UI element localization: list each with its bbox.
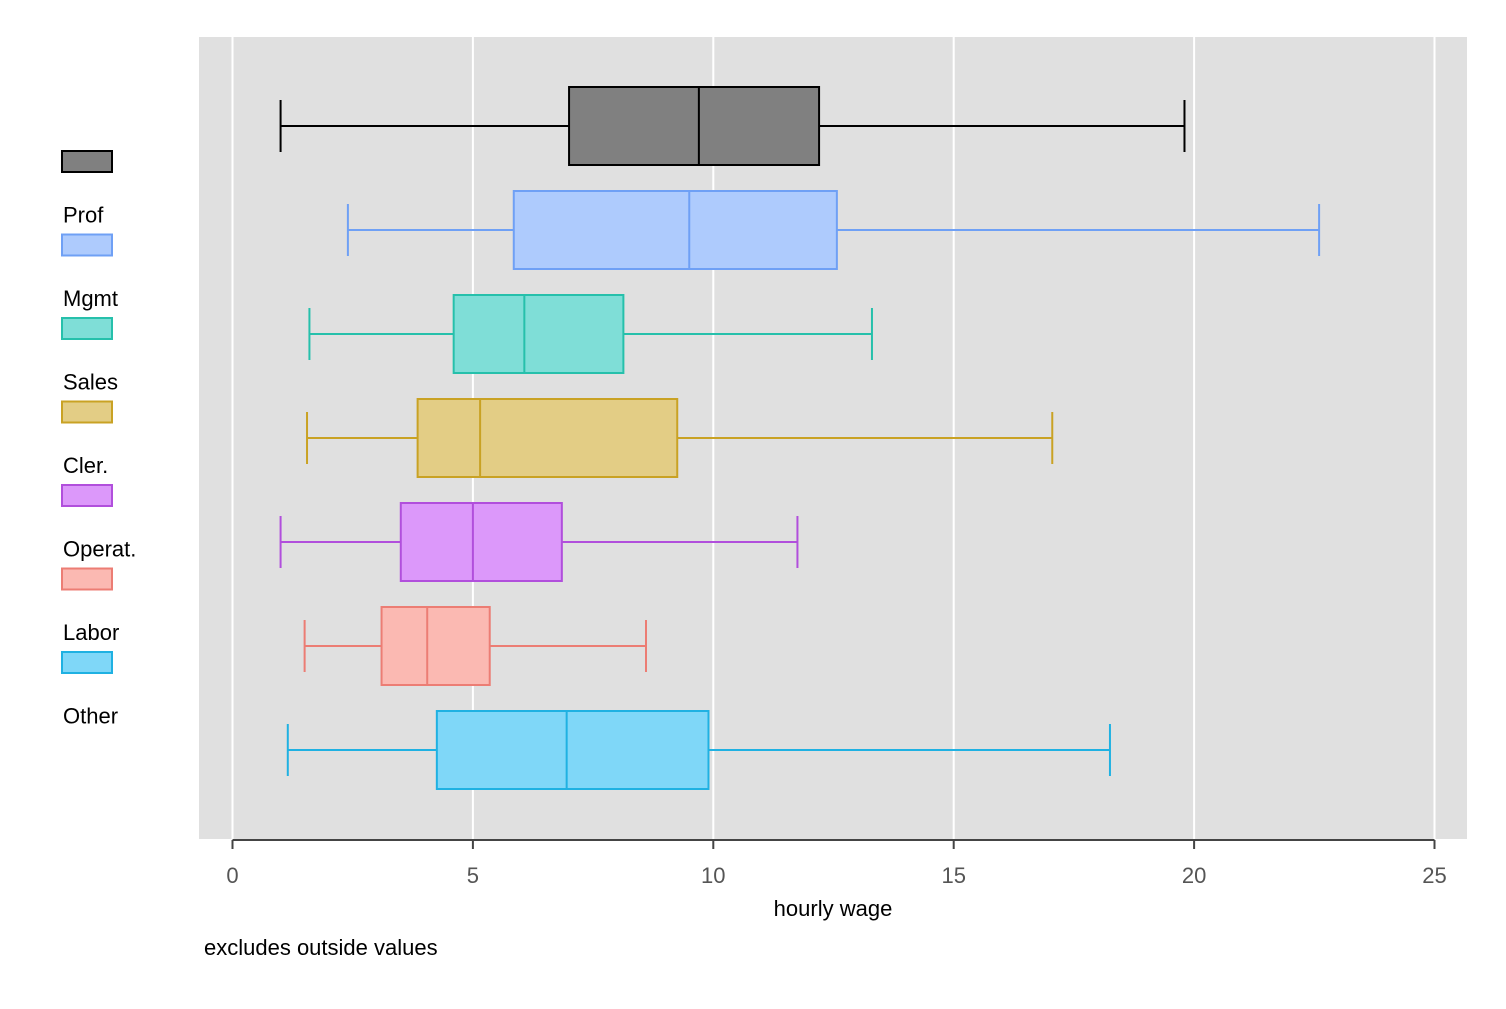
iqr-box: [512, 190, 838, 270]
legend-label-mgmt: Mgmt: [63, 286, 118, 311]
box-operat: [303, 606, 647, 686]
iqr-box: [452, 294, 625, 374]
x-tick-label-5: 5: [467, 863, 479, 888]
legend-label-labor: Labor: [63, 620, 119, 645]
x-tick-label-10: 10: [701, 863, 725, 888]
legend-label-sales: Sales: [63, 370, 118, 395]
legend-label-cler: Cler.: [63, 453, 108, 478]
legend-swatch-sales: [61, 400, 113, 424]
legend-label-operat: Operat.: [63, 537, 136, 562]
box-prof: [346, 190, 1321, 270]
legend-swatch-labor: [61, 651, 113, 674]
box-overall: [279, 86, 1186, 166]
legend-swatch-overall: [61, 150, 113, 173]
legend-swatch-cler: [61, 484, 113, 507]
legend-swatch-operat: [61, 567, 113, 591]
x-tick-label-25: 25: [1422, 863, 1446, 888]
x-tick-label-15: 15: [941, 863, 965, 888]
iqr-box: [416, 398, 679, 478]
legend-label-prof: Prof: [63, 203, 104, 228]
x-tick-label-20: 20: [1182, 863, 1206, 888]
legend-label-other: Other: [63, 704, 118, 729]
box-sales: [306, 398, 1054, 478]
iqr-box: [568, 86, 821, 166]
iqr-box: [380, 606, 491, 686]
iqr-box: [399, 502, 563, 582]
legend-swatch-prof: [61, 233, 113, 257]
box-mgmt: [308, 294, 873, 374]
chart-note: excludes outside values: [204, 935, 438, 960]
boxes: [279, 86, 1321, 790]
x-axis: 0 5 10 15 20 25: [226, 839, 1447, 888]
x-axis-title: hourly wage: [774, 896, 893, 921]
box-labor: [286, 710, 1111, 790]
iqr-box: [435, 710, 710, 790]
legend: Prof Mgmt Sales Cler. Operat. Labor Other: [61, 150, 136, 729]
box-cler: [279, 502, 799, 582]
legend-swatch-mgmt: [61, 317, 113, 340]
x-tick-label-0: 0: [226, 863, 238, 888]
